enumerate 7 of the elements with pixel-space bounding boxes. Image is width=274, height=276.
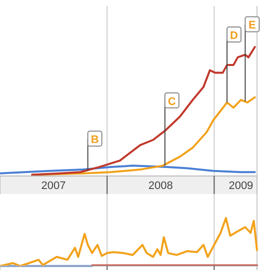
x-tick-label: 2007 [41, 180, 66, 192]
annotation: E [248, 20, 256, 32]
annotation: B [90, 134, 99, 146]
x-tick-label: 2009 [228, 180, 254, 192]
annotation: D [230, 30, 238, 42]
annotation: C [168, 96, 176, 108]
x-tick-label: 2008 [148, 180, 173, 192]
